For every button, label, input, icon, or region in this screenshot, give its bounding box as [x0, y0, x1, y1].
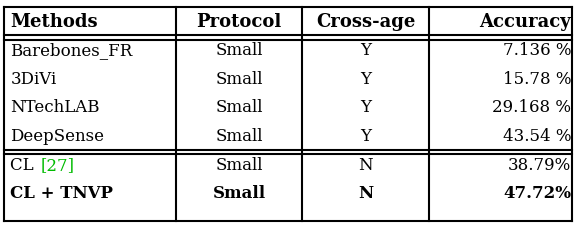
Text: N: N [358, 156, 373, 173]
Text: 43.54 %: 43.54 % [503, 127, 571, 144]
Text: 47.72%: 47.72% [503, 185, 571, 202]
Text: 7.136 %: 7.136 % [503, 42, 571, 59]
Text: 29.168 %: 29.168 % [492, 99, 571, 116]
Text: CL + TNVP: CL + TNVP [10, 185, 113, 202]
Text: Y: Y [360, 99, 371, 116]
Text: Cross-age: Cross-age [316, 13, 415, 31]
Text: Small: Small [213, 185, 266, 202]
Text: Small: Small [215, 42, 263, 59]
Text: Barebones_FR: Barebones_FR [10, 42, 132, 59]
Text: Protocol: Protocol [196, 13, 282, 31]
Text: Y: Y [360, 42, 371, 59]
Text: N: N [358, 185, 373, 202]
Text: Methods: Methods [10, 13, 98, 31]
Text: 15.78 %: 15.78 % [503, 70, 571, 87]
Text: DeepSense: DeepSense [10, 127, 104, 144]
Text: Small: Small [215, 99, 263, 116]
Text: Y: Y [360, 127, 371, 144]
Text: Small: Small [215, 156, 263, 173]
Text: NTechLAB: NTechLAB [10, 99, 100, 116]
Text: [27]: [27] [40, 156, 74, 173]
Text: CL: CL [10, 156, 39, 173]
Text: Y: Y [360, 70, 371, 87]
Text: Accuracy: Accuracy [480, 13, 571, 31]
Text: 38.79%: 38.79% [508, 156, 571, 173]
Text: 3DiVi: 3DiVi [10, 70, 56, 87]
Text: Small: Small [215, 127, 263, 144]
Text: Small: Small [215, 70, 263, 87]
